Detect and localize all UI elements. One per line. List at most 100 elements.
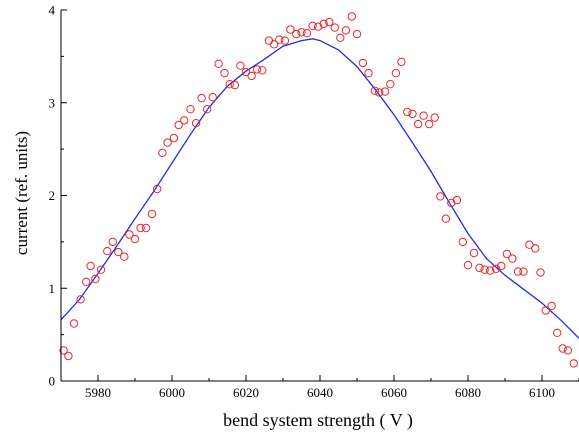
data-point bbox=[292, 29, 301, 39]
data-point bbox=[286, 25, 295, 34]
data-point bbox=[513, 267, 523, 276]
data-point bbox=[269, 40, 279, 49]
data-point bbox=[302, 29, 312, 38]
data-point bbox=[508, 254, 517, 263]
y-tick-label: 3 bbox=[49, 95, 56, 110]
data-point bbox=[486, 266, 495, 275]
fit-curve bbox=[61, 38, 579, 339]
data-point bbox=[163, 138, 172, 147]
data-point bbox=[153, 184, 162, 194]
data-point bbox=[519, 267, 528, 276]
data-point bbox=[86, 261, 95, 271]
data-point bbox=[325, 17, 334, 27]
data-point bbox=[69, 319, 79, 328]
x-tick-label: 6040 bbox=[307, 385, 333, 400]
y-tick-label: 4 bbox=[49, 3, 56, 18]
data-point bbox=[336, 33, 345, 42]
data-point bbox=[364, 68, 373, 78]
y-tick-label: 0 bbox=[49, 374, 56, 389]
data-point bbox=[114, 247, 123, 257]
data-point bbox=[241, 67, 251, 77]
data-point bbox=[430, 113, 439, 122]
data-point bbox=[347, 12, 356, 21]
data-point bbox=[403, 107, 412, 117]
data-point bbox=[436, 192, 445, 201]
x-tick-label: 6100 bbox=[529, 385, 555, 400]
data-point bbox=[91, 274, 100, 284]
data-point bbox=[531, 244, 540, 253]
data-point bbox=[425, 119, 434, 129]
data-point bbox=[491, 264, 501, 273]
data-point bbox=[397, 57, 406, 67]
data-point bbox=[120, 252, 129, 261]
data-point bbox=[553, 328, 562, 337]
data-point bbox=[475, 263, 484, 272]
y-axis-title: current (ref. units) bbox=[12, 131, 31, 255]
data-point bbox=[158, 148, 167, 158]
y-tick-label: 1 bbox=[49, 281, 56, 296]
data-point bbox=[180, 116, 189, 125]
x-tick-label: 6020 bbox=[233, 385, 259, 400]
axes: 5980 6000 6020 6040 6060 6080 6100 0 1 2 3 4 bbox=[49, 3, 579, 400]
data-point bbox=[64, 351, 73, 361]
data-point bbox=[558, 344, 567, 353]
data-point bbox=[308, 21, 317, 30]
data-point bbox=[230, 80, 240, 90]
data-point bbox=[541, 306, 550, 315]
data-point bbox=[191, 119, 201, 128]
data-point bbox=[59, 346, 68, 355]
data-point bbox=[297, 28, 306, 37]
data-point bbox=[441, 214, 450, 223]
data-point bbox=[125, 230, 134, 239]
data-point bbox=[525, 240, 534, 249]
data-point bbox=[370, 86, 379, 95]
data-point bbox=[174, 120, 183, 130]
data-point bbox=[225, 80, 234, 89]
data-point bbox=[214, 59, 223, 68]
x-axis-title: bend system strength ( V ) bbox=[223, 410, 413, 431]
data-point bbox=[458, 237, 467, 247]
data-point bbox=[469, 248, 479, 258]
data-point bbox=[463, 260, 473, 270]
data-point bbox=[375, 88, 384, 97]
data-point bbox=[391, 68, 401, 78]
data-point bbox=[452, 195, 462, 205]
data-point bbox=[547, 301, 556, 311]
data-point bbox=[203, 105, 212, 114]
data-point bbox=[247, 71, 256, 81]
data-point bbox=[314, 22, 323, 31]
data-point bbox=[358, 58, 368, 68]
y-tick-label: 2 bbox=[49, 188, 56, 203]
data-point bbox=[236, 61, 245, 70]
data-point bbox=[319, 19, 328, 29]
data-point bbox=[96, 265, 106, 274]
data-point bbox=[220, 68, 229, 78]
data-point bbox=[197, 93, 206, 103]
data-point bbox=[352, 29, 362, 39]
data-point bbox=[502, 249, 512, 259]
x-tick-label: 6060 bbox=[381, 385, 407, 400]
data-point bbox=[386, 80, 395, 89]
data-point bbox=[563, 346, 573, 355]
data-point bbox=[258, 66, 267, 75]
x-tick-label: 5980 bbox=[85, 385, 111, 400]
data-point bbox=[408, 109, 417, 119]
data-point bbox=[208, 93, 217, 102]
data-point bbox=[341, 26, 351, 35]
data-point bbox=[186, 105, 195, 114]
data-point bbox=[275, 35, 284, 44]
data-point bbox=[103, 247, 112, 256]
data-point bbox=[569, 359, 578, 368]
data-point bbox=[141, 223, 151, 233]
data-point bbox=[252, 65, 262, 74]
plot-area bbox=[59, 12, 579, 368]
x-tick-label: 6000 bbox=[159, 385, 185, 400]
data-point bbox=[380, 87, 390, 96]
data-point bbox=[169, 133, 179, 143]
data-point bbox=[264, 36, 274, 45]
data-point bbox=[413, 119, 423, 129]
data-point bbox=[480, 265, 489, 274]
x-tick-label: 6080 bbox=[455, 385, 481, 400]
data-point bbox=[280, 36, 290, 45]
